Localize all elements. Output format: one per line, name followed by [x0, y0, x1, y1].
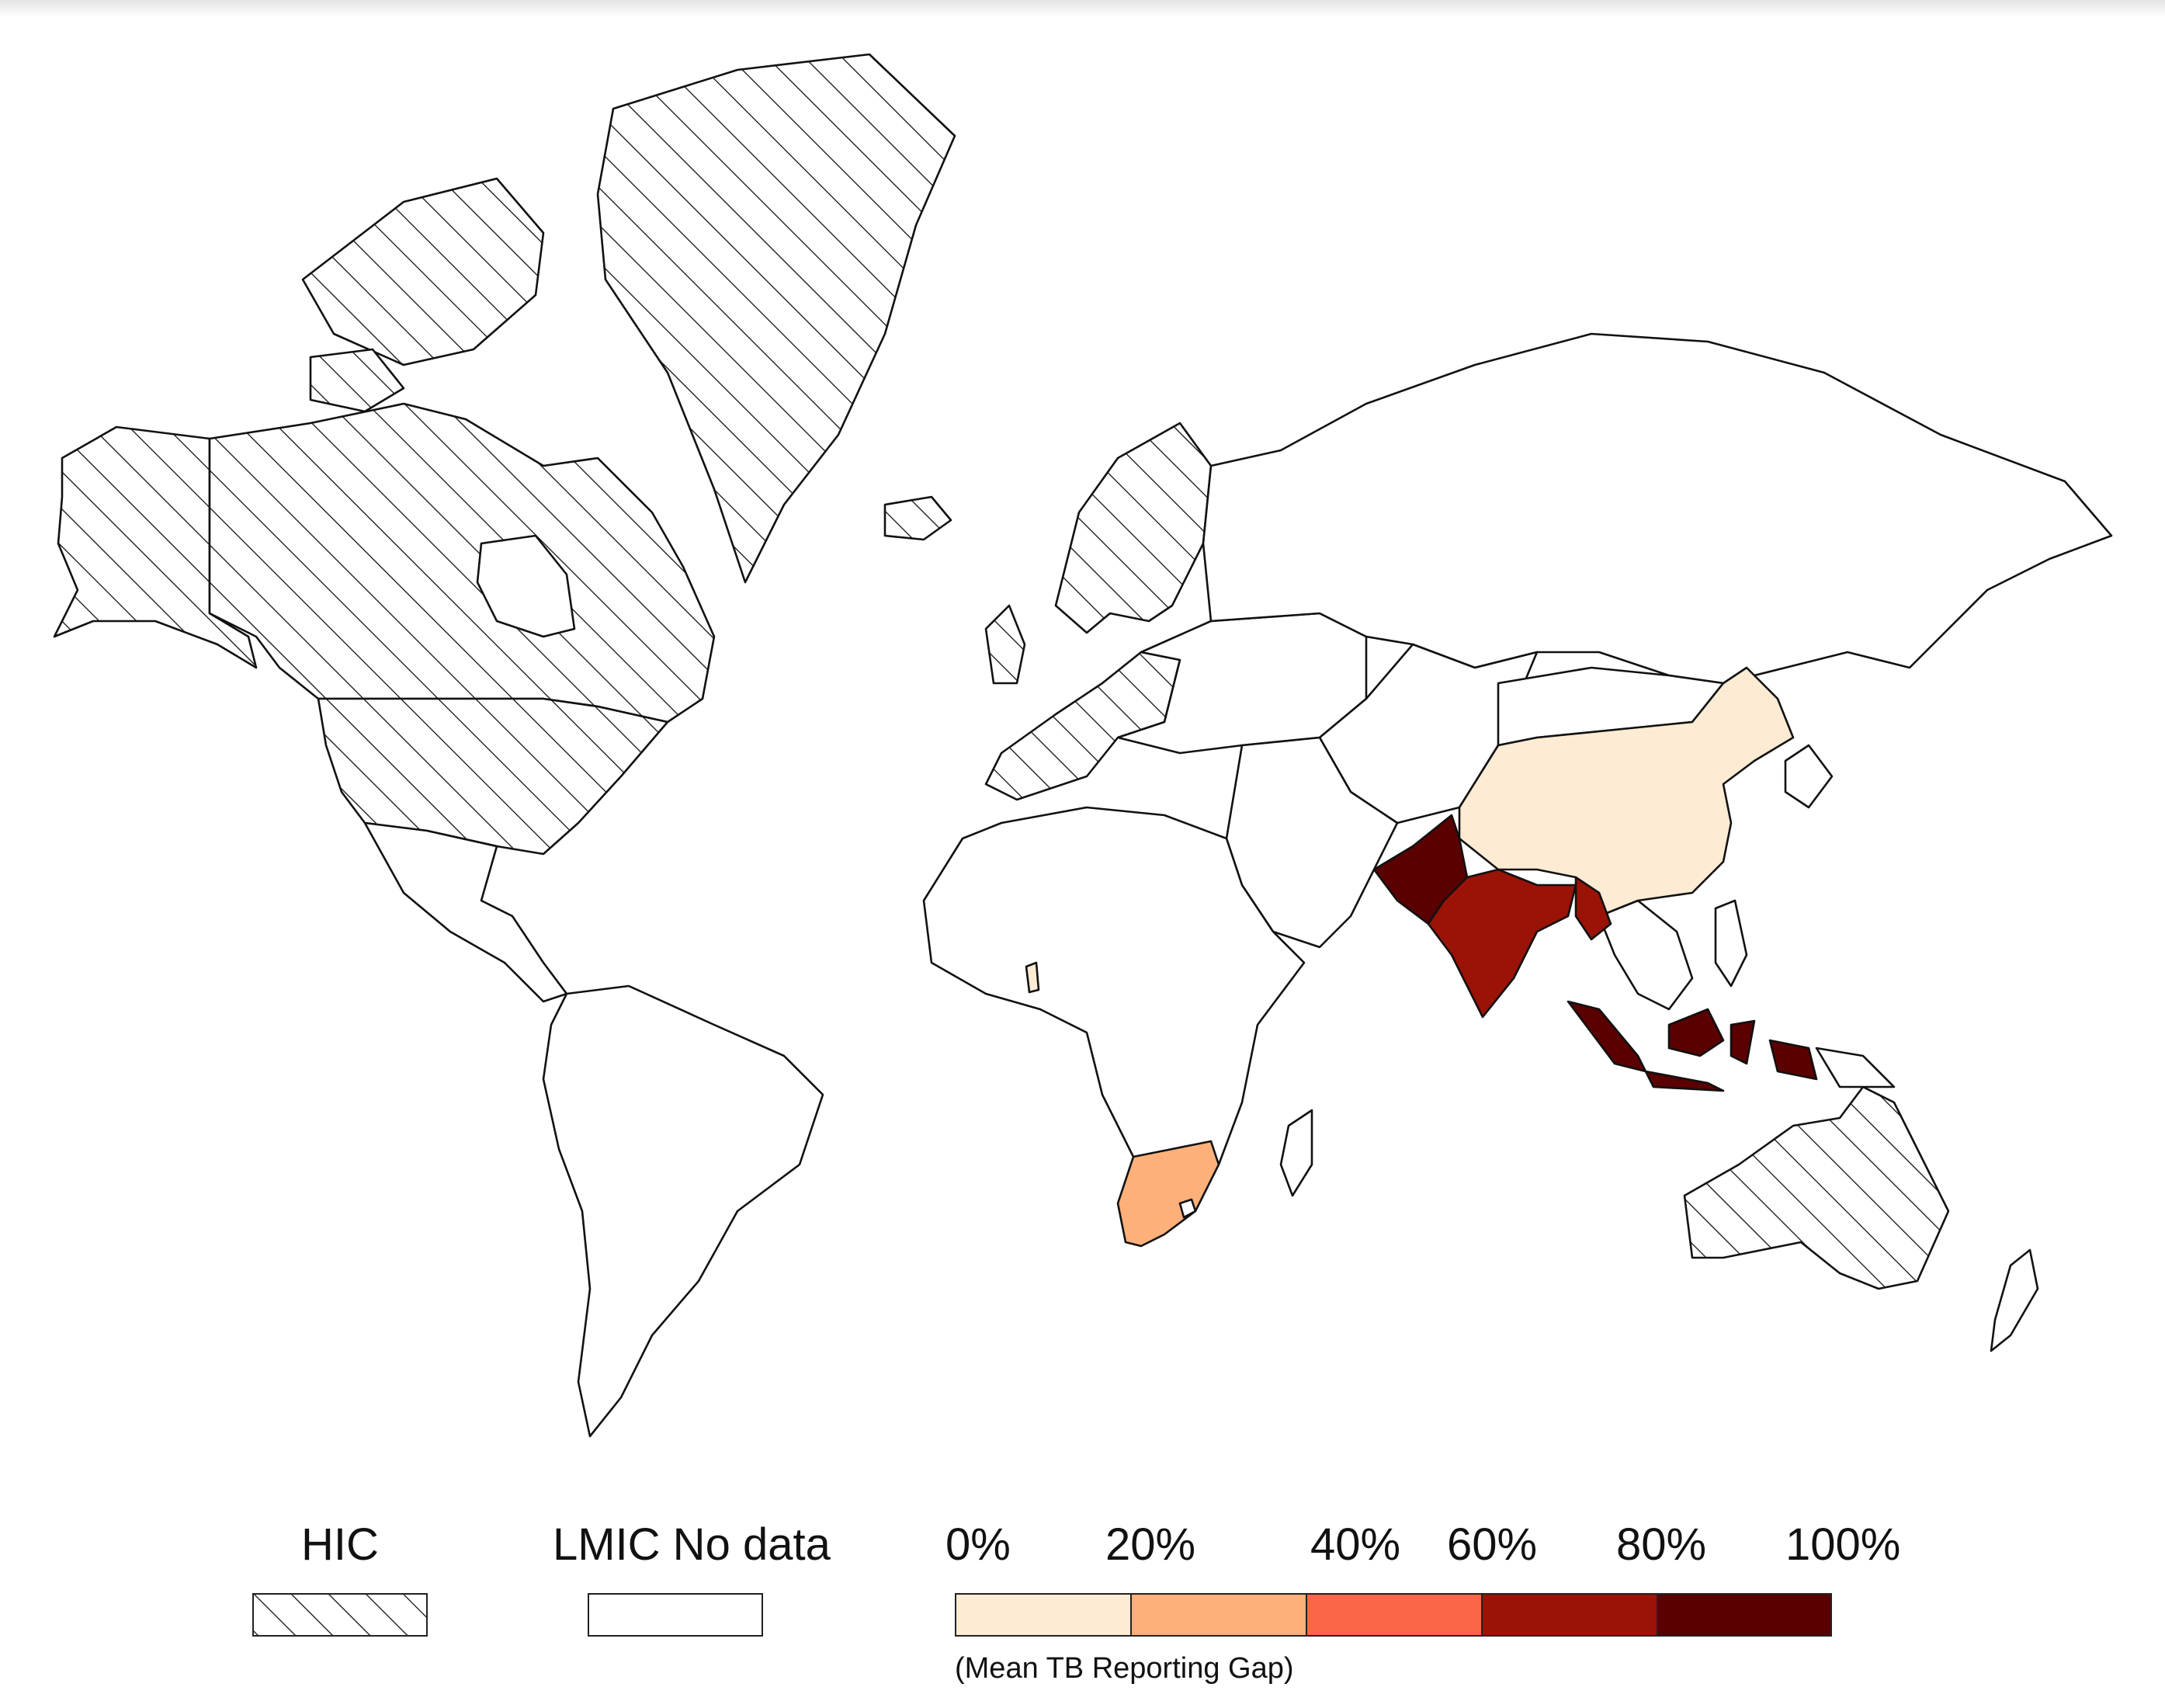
region-canada[interactable] [208, 402, 716, 724]
legend-scale-tick-0: 0% [945, 1519, 1011, 1570]
country-indonesia-papua[interactable] [1768, 1039, 1818, 1081]
region-iceland[interactable] [883, 495, 952, 541]
legend-scale-tick-3: 60% [1447, 1519, 1538, 1570]
region-africa[interactable] [922, 806, 1306, 1213]
country-india[interactable] [1427, 868, 1577, 1019]
region-russia[interactable] [1202, 332, 2113, 685]
top-border [0, 0, 2165, 17]
legend-scale-segment-2 [1306, 1593, 1483, 1637]
legend-scale-tick-2: 40% [1310, 1519, 1401, 1570]
region-papua[interactable] [1815, 1047, 1896, 1088]
legend-scale-tick-5: 100% [1785, 1519, 1901, 1570]
legend-lmic-no-data-label: LMIC No data [553, 1519, 831, 1570]
region-australia[interactable] [1683, 1085, 1950, 1290]
region-new-zealand[interactable] [1990, 1248, 2039, 1352]
legend-hic-label: HIC [301, 1519, 379, 1570]
legend-scale-segment-3 [1481, 1593, 1658, 1637]
legend-hic-swatch [252, 1593, 428, 1637]
region-uk-ireland[interactable] [984, 604, 1026, 685]
country-lesotho [1178, 1198, 1197, 1219]
region-southeast-asia[interactable] [1598, 899, 1694, 1011]
country-indonesia-borneo[interactable] [1667, 1008, 1725, 1057]
legend-scale-segment-4 [1657, 1593, 1832, 1637]
country-indonesia-sumatra[interactable] [1567, 1000, 1647, 1073]
region-arctic-islands-west[interactable] [309, 348, 405, 413]
country-china[interactable] [1458, 666, 1795, 918]
legend-scale-segment-1 [1130, 1593, 1307, 1637]
legend-scale-tick-1: 20% [1105, 1519, 1196, 1570]
region-arctic-islands[interactable] [301, 177, 545, 366]
hudson-bay [476, 534, 576, 638]
region-greenland[interactable] [596, 53, 956, 584]
country-indonesia-sulawesi[interactable] [1730, 1019, 1756, 1065]
country-myanmar[interactable] [1574, 876, 1612, 941]
country-south-africa[interactable] [1116, 1140, 1220, 1248]
world-map [53, 53, 2113, 1438]
region-mexico-central-america[interactable] [363, 821, 568, 1003]
region-madagascar[interactable] [1279, 1109, 1313, 1197]
region-united-states[interactable] [317, 697, 669, 856]
region-philippines[interactable] [1714, 899, 1748, 988]
region-scandinavia[interactable] [1054, 422, 1213, 634]
region-korea-japan[interactable] [1784, 744, 1834, 809]
legend-scale-caption: (Mean TB Reporting Gap) [955, 1652, 1294, 1685]
region-south-america[interactable] [542, 984, 824, 1438]
legend-lmic-no-data-swatch [588, 1593, 763, 1637]
legend-scale-tick-4: 80% [1616, 1519, 1707, 1570]
country-ghana[interactable] [1025, 961, 1040, 994]
legend-scale-segment-0 [955, 1593, 1132, 1637]
country-indonesia-java[interactable] [1644, 1070, 1725, 1092]
